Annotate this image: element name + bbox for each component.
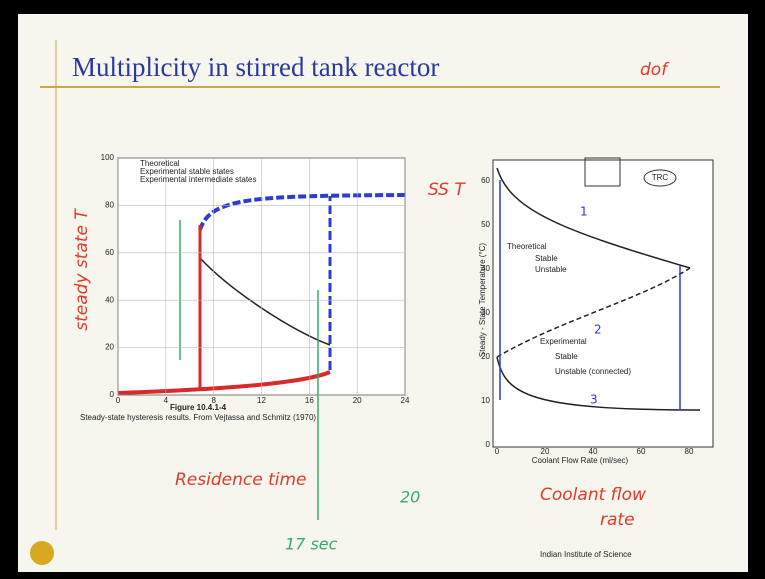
legend-entry: Unstable [535,265,567,274]
x-tick-label: 20 [541,447,550,456]
controller-label: TRC [652,173,669,182]
handwritten-note: 2 [594,323,602,337]
x-tick-label: 0 [116,396,121,405]
x-tick-label: 0 [495,447,500,456]
x-tick-label: 8 [211,396,216,405]
handwritten-note: SS T [428,180,466,200]
legend-entry: Experimental intermediate states [140,175,257,184]
x-tick-label: 4 [164,396,169,405]
x-tick-label: 80 [685,447,694,456]
y-tick-label: 10 [481,396,490,405]
slide-title: Multiplicity in stirred tank reactor [72,52,439,82]
x-tick-label: 12 [257,396,266,405]
handwritten-note: 3 [590,393,598,407]
y-tick-label: 0 [486,440,491,449]
logo [30,541,54,565]
y-tick-label: 30 [481,308,490,317]
handwritten-note: dof [640,60,670,80]
handwritten-note: Residence time [175,470,307,490]
y-tick-label: 60 [105,248,114,257]
x-tick-label: 16 [305,396,314,405]
handwritten-note: rate [600,510,635,530]
caption: Steady-state hysteresis results. From Ve… [80,413,316,422]
legend-title: Experimental [540,337,587,346]
y-tick-label: 20 [105,343,114,352]
y-tick-label: 80 [105,201,114,210]
y-tick-label: 60 [481,176,490,185]
y-tick-label: 0 [110,390,115,399]
page: Multiplicity in stirred tank reactor Fig… [0,0,765,579]
right-figure: TRC Theoretical Stable Unstable Experime… [478,158,713,465]
handwritten-note: steady state T [72,208,92,331]
y-tick-label: 40 [105,295,114,304]
x-axis-label: Coolant Flow Rate (ml/sec) [532,456,629,465]
handwritten-note: 1 [580,205,588,219]
handwritten-note: Coolant flow [540,485,646,505]
footer: Indian Institute of Science [540,550,632,559]
slide-view: Multiplicity in stirred tank reactor Fig… [0,0,765,579]
caption-number: Figure 10.4.1-4 [170,403,227,412]
legend-entry: Stable [535,254,558,263]
x-tick-label: 20 [353,396,362,405]
legend-entry: Unstable (connected) [555,367,631,376]
y-axis-label: Steady - State Temperature (°C) [478,243,487,358]
y-tick-label: 40 [481,264,490,273]
y-tick-label: 100 [101,153,115,162]
y-tick-label: 20 [481,352,490,361]
x-tick-label: 60 [637,447,646,456]
handwritten-note: 17 sec [285,535,338,554]
legend-title: Theoretical [507,242,547,251]
x-tick-label: 24 [401,396,410,405]
legend-entry: Stable [555,352,578,361]
handwritten-note: 20 [400,488,420,507]
y-tick-label: 50 [481,220,490,229]
x-tick-label: 40 [589,447,598,456]
